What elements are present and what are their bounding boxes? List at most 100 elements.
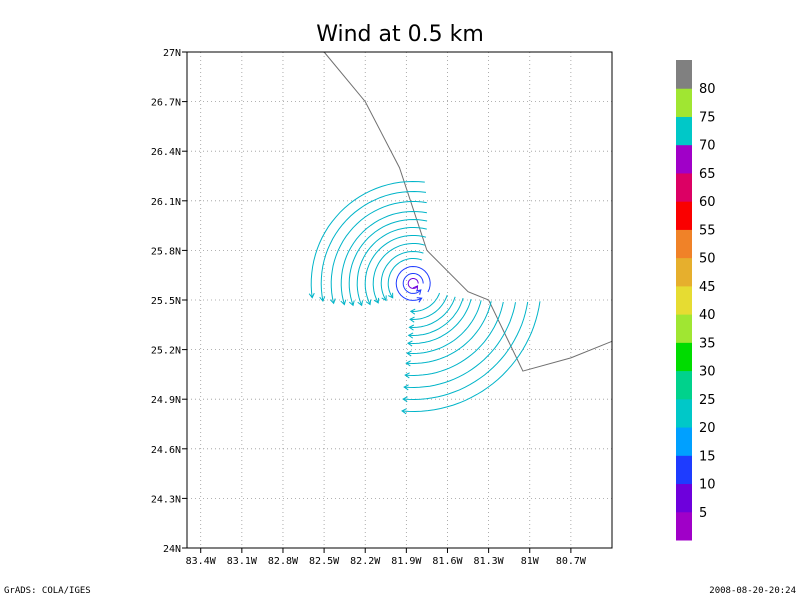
colorbar-label: 40 bbox=[699, 308, 716, 323]
y-tick-label: 26.4N bbox=[151, 147, 181, 158]
colorbar-swatch bbox=[676, 370, 692, 400]
streamline bbox=[407, 300, 482, 355]
y-tick-label: 25.8N bbox=[151, 246, 181, 257]
footer-timestamp: 2008-08-20-20:24 bbox=[709, 586, 796, 596]
streamline bbox=[407, 299, 472, 345]
streamline bbox=[387, 258, 422, 299]
stream-arrowhead bbox=[348, 300, 355, 307]
x-tick-label: 81.6W bbox=[432, 556, 463, 567]
colorbar-label: 15 bbox=[699, 449, 716, 464]
colorbar-label: 50 bbox=[699, 252, 716, 267]
colorbar-label: 60 bbox=[699, 195, 716, 210]
colorbar-label: 65 bbox=[699, 167, 716, 182]
stream-arrowhead bbox=[404, 372, 410, 379]
stream-arrowhead bbox=[407, 332, 414, 339]
colorbar-swatch bbox=[676, 172, 692, 202]
colorbar-swatch bbox=[676, 285, 692, 315]
y-tick-label: 24.6N bbox=[151, 445, 181, 456]
colorbar-swatch bbox=[676, 60, 692, 89]
chart-title: Wind at 0.5 km bbox=[316, 22, 484, 47]
streamline bbox=[372, 243, 426, 304]
streamline bbox=[410, 292, 440, 313]
x-tick-label: 82.8W bbox=[268, 556, 299, 567]
y-tick-label: 24.9N bbox=[151, 395, 181, 406]
stream-arrowhead bbox=[409, 308, 416, 315]
stream-arrowhead bbox=[357, 300, 364, 307]
stream-arrowhead bbox=[407, 340, 413, 347]
footer-credit: GrADS: COLA/IGES bbox=[4, 586, 91, 596]
colorbar-swatch bbox=[676, 455, 692, 485]
streamline bbox=[348, 218, 428, 306]
streamline bbox=[340, 210, 427, 305]
colorbar-label: 80 bbox=[699, 82, 716, 97]
colorbar-label: 10 bbox=[699, 478, 716, 493]
colorbar-swatch bbox=[676, 398, 692, 428]
colorbar-swatch bbox=[676, 116, 692, 146]
y-tick-label: 24.3N bbox=[151, 494, 181, 505]
streamline bbox=[409, 296, 456, 329]
streamline bbox=[402, 273, 424, 294]
y-tick-label: 27N bbox=[163, 48, 181, 59]
x-tick-label: 81W bbox=[521, 556, 540, 567]
streamline bbox=[404, 302, 516, 389]
streamline bbox=[402, 301, 541, 413]
streamline bbox=[364, 235, 427, 305]
y-tick-label: 25.2N bbox=[151, 346, 181, 357]
stream-arrowhead bbox=[409, 316, 415, 323]
stream-arrowhead bbox=[329, 298, 336, 305]
streamline bbox=[330, 201, 427, 304]
x-tick-label: 81.3W bbox=[474, 556, 505, 567]
x-tick-label: 80.7W bbox=[556, 556, 587, 567]
streamline bbox=[320, 190, 427, 302]
stream-arrowhead bbox=[319, 296, 326, 302]
stream-arrowhead bbox=[408, 324, 415, 331]
colorbar-swatch bbox=[676, 511, 692, 541]
stream-arrowhead bbox=[405, 360, 411, 367]
streamline bbox=[380, 250, 424, 301]
stream-arrowhead bbox=[416, 297, 423, 303]
y-tick-label: 24N bbox=[163, 544, 181, 555]
colorbar-label: 55 bbox=[699, 223, 716, 238]
streamline bbox=[407, 278, 419, 289]
streamline bbox=[406, 301, 492, 365]
stream-arrowhead bbox=[340, 299, 347, 306]
stream-arrowhead bbox=[365, 299, 372, 306]
colorbar-label: 20 bbox=[699, 421, 716, 436]
y-tick-label: 25.5N bbox=[151, 296, 181, 307]
stream-arrowhead bbox=[403, 384, 409, 391]
coastline bbox=[323, 51, 613, 372]
colorbar-swatch bbox=[676, 144, 692, 174]
stream-arrowhead bbox=[402, 396, 408, 403]
x-tick-label: 82.2W bbox=[350, 556, 381, 567]
y-axis-ticks: 24N 24.3N 24.6N 24.9N 25.2N 25.5N 25.8N 26.1N 26… bbox=[151, 48, 187, 555]
colorbar-swatch bbox=[676, 342, 692, 372]
stream-arrowhead bbox=[406, 350, 412, 357]
colorbar-label: 35 bbox=[699, 336, 716, 351]
x-axis-ticks: 83.4W 83.1W 82.8W 82.5W 82.2W 81.9W 81.6W 81.3W… bbox=[186, 548, 587, 567]
stream-arrowhead bbox=[401, 408, 407, 415]
x-tick-label: 83.4W bbox=[186, 556, 217, 567]
colorbar-label: 45 bbox=[699, 280, 716, 295]
colorbar-label: 70 bbox=[699, 139, 716, 154]
streamline bbox=[310, 180, 425, 298]
stream-arrowhead bbox=[415, 289, 422, 295]
streamline bbox=[408, 297, 464, 337]
streamline bbox=[403, 301, 529, 401]
colorbar-label: 25 bbox=[699, 393, 716, 408]
streamline bbox=[356, 227, 427, 306]
streamline bbox=[410, 294, 448, 321]
x-tick-label: 81.9W bbox=[391, 556, 422, 567]
colorbar-label: 5 bbox=[699, 506, 707, 521]
colorbar-swatch bbox=[676, 314, 692, 343]
colorbar-label: 75 bbox=[699, 110, 716, 125]
stream-arrowhead bbox=[412, 285, 419, 291]
stream-arrowhead bbox=[381, 295, 387, 302]
colorbar-swatch bbox=[676, 88, 692, 117]
streamlines bbox=[308, 180, 541, 415]
colorbar-swatch bbox=[676, 201, 692, 230]
y-tick-label: 26.1N bbox=[151, 197, 181, 208]
colorbar-swatch bbox=[676, 483, 692, 513]
streamline bbox=[395, 265, 431, 301]
colorbar-swatch bbox=[676, 427, 692, 456]
